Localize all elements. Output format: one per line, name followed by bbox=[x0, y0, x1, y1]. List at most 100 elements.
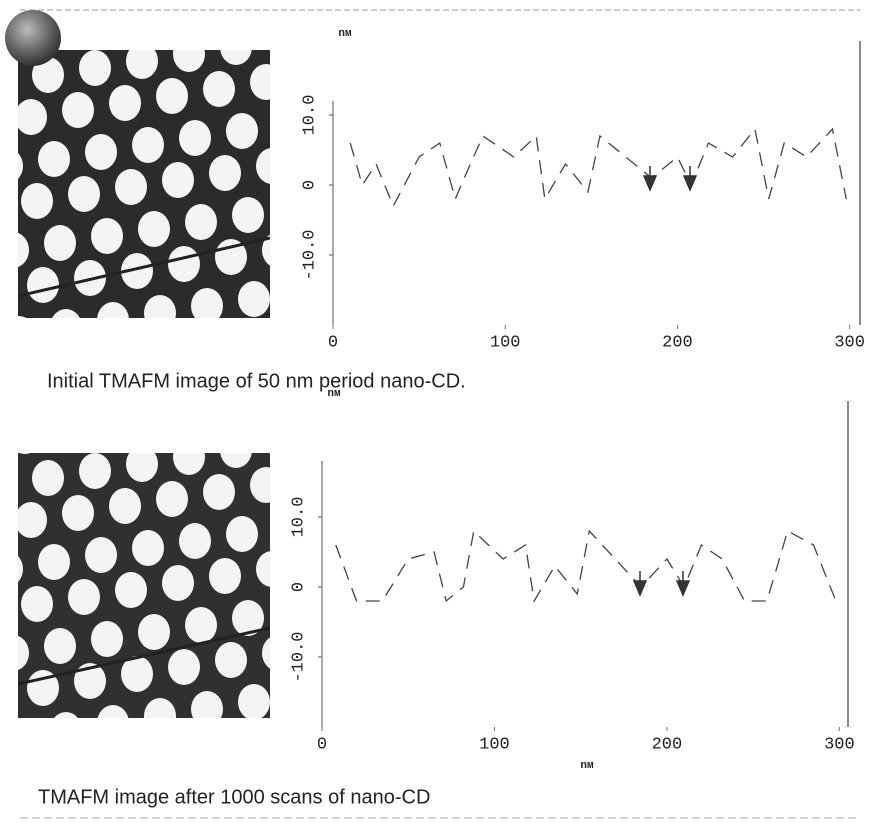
dot bbox=[168, 246, 200, 282]
y-tick-label: 10.0 bbox=[300, 95, 319, 136]
dot bbox=[320, 99, 352, 135]
dot bbox=[191, 288, 223, 318]
dot bbox=[209, 558, 241, 594]
profile-line bbox=[349, 127, 847, 208]
arrow bbox=[642, 166, 658, 192]
dot bbox=[115, 169, 147, 205]
dot bbox=[79, 50, 111, 86]
dot bbox=[232, 197, 264, 233]
dot bbox=[303, 141, 335, 177]
dot bbox=[91, 621, 123, 657]
dot bbox=[19, 453, 31, 454]
y-tick-label: 10.0 bbox=[289, 497, 308, 538]
profile-line bbox=[335, 529, 837, 603]
y-tick-label: 0 bbox=[300, 180, 319, 190]
dot bbox=[297, 57, 329, 93]
dot bbox=[54, 712, 78, 718]
dot bbox=[238, 684, 270, 718]
x-tick-label: 300 bbox=[824, 735, 855, 754]
dot bbox=[256, 551, 270, 587]
dot bbox=[62, 495, 94, 531]
dot bbox=[18, 152, 23, 180]
dot bbox=[38, 141, 70, 177]
dot bbox=[156, 78, 188, 114]
dot bbox=[97, 302, 129, 318]
dot bbox=[162, 162, 194, 198]
dot bbox=[209, 155, 241, 191]
dot bbox=[121, 253, 153, 289]
arrow bbox=[632, 571, 648, 597]
y-axis-label: nм bbox=[327, 388, 341, 400]
dot bbox=[220, 453, 252, 468]
dot bbox=[185, 607, 217, 643]
y-tick-label: -10.0 bbox=[289, 631, 308, 682]
dot bbox=[250, 467, 270, 503]
dot bbox=[109, 85, 141, 121]
dot bbox=[162, 565, 194, 601]
arrow bbox=[675, 571, 691, 597]
dot bbox=[56, 411, 88, 447]
dot bbox=[126, 453, 158, 482]
dot bbox=[232, 600, 264, 636]
dot bbox=[79, 453, 111, 489]
dot bbox=[203, 71, 235, 107]
afm-dots bbox=[0, 0, 364, 318]
dot bbox=[0, 677, 12, 713]
dot bbox=[21, 183, 53, 219]
scan-line bbox=[18, 626, 270, 686]
dot bbox=[320, 502, 352, 538]
dot bbox=[74, 663, 106, 699]
dot bbox=[32, 460, 64, 496]
dot bbox=[226, 516, 258, 552]
dot bbox=[262, 234, 270, 266]
dot bbox=[179, 120, 211, 156]
dot bbox=[132, 127, 164, 163]
dot bbox=[85, 537, 117, 573]
dot bbox=[279, 593, 311, 629]
dot bbox=[144, 698, 176, 718]
x-tick-label: 100 bbox=[490, 333, 521, 352]
dot bbox=[32, 57, 64, 93]
dot bbox=[332, 670, 364, 706]
x-tick-label: 200 bbox=[652, 735, 683, 754]
dot bbox=[27, 267, 59, 303]
dot bbox=[85, 134, 117, 170]
afm-dots bbox=[0, 390, 364, 718]
dot bbox=[203, 474, 235, 510]
dot bbox=[91, 218, 123, 254]
dot bbox=[168, 649, 200, 685]
dot bbox=[68, 176, 100, 212]
dot bbox=[126, 50, 158, 79]
caption: TMAFM image after 1000 scans of nano-CD bbox=[38, 786, 430, 808]
dot bbox=[18, 635, 29, 671]
dot bbox=[309, 628, 341, 664]
dot bbox=[303, 544, 335, 580]
dot bbox=[68, 579, 100, 615]
dot bbox=[326, 183, 358, 219]
dot bbox=[0, 64, 17, 100]
y-axis-label: nм bbox=[338, 28, 352, 40]
dot bbox=[191, 691, 223, 718]
dot bbox=[238, 281, 270, 317]
x-tick-label: 200 bbox=[662, 333, 693, 352]
dot bbox=[226, 113, 258, 149]
arrow bbox=[682, 166, 698, 192]
dot bbox=[138, 211, 170, 247]
dot bbox=[197, 390, 229, 426]
dot bbox=[115, 572, 147, 608]
y-tick-label: -10.0 bbox=[300, 229, 319, 280]
dot bbox=[185, 204, 217, 240]
x-tick-label: 0 bbox=[317, 735, 327, 754]
dot bbox=[256, 148, 270, 184]
dot bbox=[173, 453, 205, 475]
dot bbox=[38, 544, 70, 580]
dot bbox=[150, 0, 182, 30]
dot bbox=[173, 50, 205, 72]
dot bbox=[269, 453, 270, 454]
x-tick-label: 100 bbox=[479, 735, 510, 754]
caption: Initial TMAFM image of 50 nm period nano… bbox=[47, 370, 466, 392]
dot bbox=[250, 64, 270, 100]
dot bbox=[332, 267, 364, 303]
dot bbox=[297, 460, 329, 496]
